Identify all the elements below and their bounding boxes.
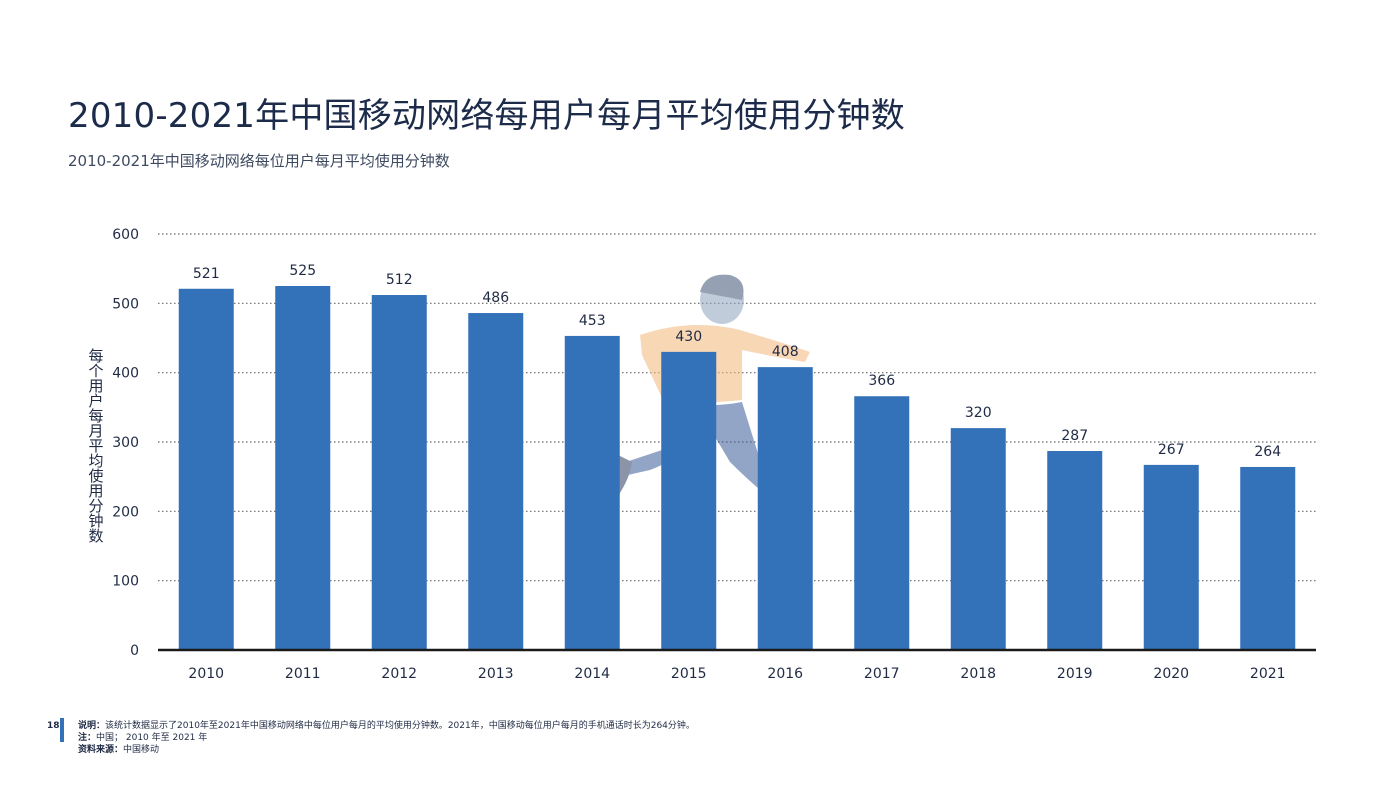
page-title: 2010-2021年中国移动网络每用户每月平均使用分钟数 xyxy=(68,96,905,136)
bar xyxy=(178,288,234,650)
y-axis-title: 每个用户每月平均使用分钟数 xyxy=(86,347,105,543)
data-label: 486 xyxy=(482,290,509,306)
bars xyxy=(178,286,1296,650)
bar xyxy=(1240,466,1296,650)
data-label: 430 xyxy=(675,329,702,345)
bar xyxy=(854,396,910,650)
y-tick-label: 100 xyxy=(112,574,139,590)
data-label: 366 xyxy=(868,373,895,389)
footer-notes: 说明：该统计数据显示了2010年至2021年中国移动网络中每位用户每月的平均使用… xyxy=(78,720,695,756)
x-axis-ticks: 2010 2011 2012 2013 2014 2015 2016 2017 2018 2019… xyxy=(188,666,1285,682)
note-label: 说明： xyxy=(78,721,106,731)
remark-line: 注：中国； 2010 年至 2021 年 xyxy=(78,732,695,744)
x-tick-label: 2020 xyxy=(1153,666,1189,682)
y-axis-ticks: 0 100 200 300 400 500 600 xyxy=(112,227,139,659)
x-tick-label: 2012 xyxy=(381,666,417,682)
x-tick-label: 2014 xyxy=(574,666,610,682)
bar xyxy=(275,286,331,650)
page-number: 18 xyxy=(47,721,60,731)
y-tick-label: 200 xyxy=(112,504,139,520)
data-label: 521 xyxy=(193,266,220,282)
data-label: 320 xyxy=(965,405,992,421)
source-line: 资料来源：中国移动 xyxy=(78,744,695,756)
x-tick-label: 2019 xyxy=(1057,666,1093,682)
x-tick-label: 2016 xyxy=(767,666,803,682)
bar xyxy=(371,295,427,650)
bar xyxy=(950,428,1006,650)
x-tick-label: 2011 xyxy=(285,666,321,682)
data-label: 264 xyxy=(1254,444,1281,460)
y-tick-label: 0 xyxy=(130,643,139,659)
y-tick-label: 600 xyxy=(112,227,139,243)
bar xyxy=(1047,451,1103,650)
x-tick-label: 2010 xyxy=(188,666,224,682)
bar xyxy=(1143,464,1199,650)
y-tick-label: 500 xyxy=(112,296,139,312)
y-tick-label: 300 xyxy=(112,435,139,451)
x-tick-label: 2018 xyxy=(960,666,996,682)
remark-text: 中国； 2010 年至 2021 年 xyxy=(96,733,208,743)
x-tick-label: 2015 xyxy=(671,666,707,682)
bar xyxy=(757,367,813,650)
grid-lines xyxy=(158,233,1316,582)
data-label: 512 xyxy=(386,272,413,288)
y-tick-label: 400 xyxy=(112,366,139,382)
data-label: 287 xyxy=(1061,428,1088,444)
y-axis-title-wrap: 每个用户每月平均使用分钟数 xyxy=(84,330,108,560)
source-text: 中国移动 xyxy=(123,745,160,755)
data-label: 525 xyxy=(289,263,316,279)
bar xyxy=(468,313,524,650)
bar xyxy=(661,351,717,650)
data-label: 408 xyxy=(772,344,799,360)
page-subtitle: 2010-2021年中国移动网络每位用户每月平均使用分钟数 xyxy=(68,152,450,170)
x-tick-label: 2017 xyxy=(864,666,900,682)
source-label: 资料来源： xyxy=(78,745,124,755)
bar xyxy=(564,335,620,650)
note-line: 说明：该统计数据显示了2010年至2021年中国移动网络中每位用户每月的平均使用… xyxy=(78,720,695,732)
note-text: 该统计数据显示了2010年至2021年中国移动网络中每位用户每月的平均使用分钟数… xyxy=(105,721,695,731)
data-label: 453 xyxy=(579,313,606,329)
data-label: 267 xyxy=(1158,442,1185,458)
footer-accent-bar xyxy=(60,718,64,742)
x-tick-label: 2021 xyxy=(1250,666,1286,682)
data-labels: 521 525 512 486 453 430 408 366 320 287 267 264 xyxy=(193,263,1281,460)
x-tick-label: 2013 xyxy=(478,666,514,682)
remark-label: 注： xyxy=(78,733,97,743)
